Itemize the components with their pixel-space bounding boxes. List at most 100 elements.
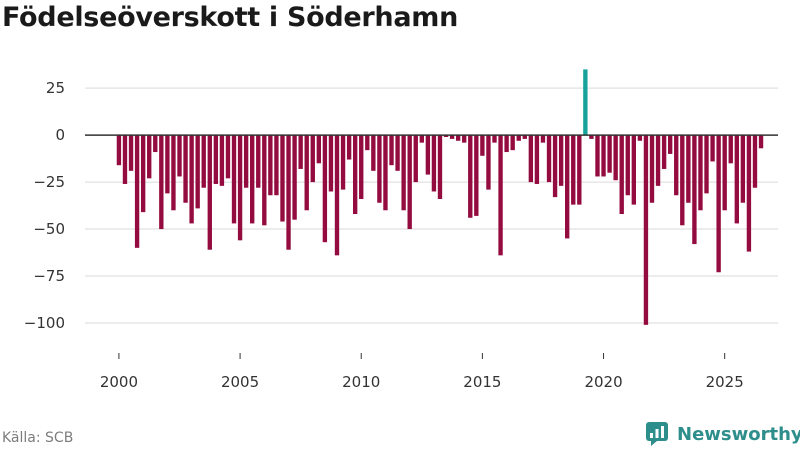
- bar: [661, 135, 667, 169]
- bar: [540, 135, 546, 143]
- bar: [437, 135, 443, 199]
- bar: [304, 135, 309, 211]
- bar: [589, 135, 594, 139]
- bar: [655, 135, 661, 186]
- y-tick-label: −100: [24, 314, 65, 332]
- bar: [395, 135, 400, 171]
- bar: [359, 135, 364, 199]
- bar: [128, 135, 134, 171]
- x-tick-label: 2025: [706, 373, 744, 391]
- bar: [455, 135, 461, 141]
- bar: [431, 135, 437, 192]
- y-tick-label: 0: [55, 126, 65, 144]
- bar: [546, 135, 552, 183]
- bar: [292, 135, 297, 220]
- bar: [752, 135, 758, 188]
- bar: [389, 135, 394, 166]
- bar: [365, 135, 370, 151]
- bar: [153, 135, 158, 153]
- bar: [328, 135, 334, 192]
- x-tick-label: 2020: [584, 373, 622, 391]
- bar: [371, 135, 376, 171]
- bar: [334, 135, 340, 256]
- bar: [316, 135, 322, 164]
- bar: [583, 69, 588, 136]
- bar: [625, 135, 630, 196]
- bar: [504, 135, 509, 153]
- y-tick-label: 25: [46, 79, 65, 97]
- x-tick-label: 2000: [100, 373, 138, 391]
- bar: [667, 135, 673, 154]
- bar: [207, 135, 212, 250]
- bar: [425, 135, 431, 175]
- bar: [674, 135, 679, 196]
- bar: [486, 135, 491, 190]
- bar: [237, 135, 243, 241]
- bar: [352, 135, 358, 215]
- x-tick-label: 2015: [463, 373, 501, 391]
- bar: [243, 135, 249, 188]
- bar: [613, 135, 618, 181]
- bar: [680, 135, 685, 226]
- x-tick-label: 2005: [221, 373, 259, 391]
- bar: [728, 135, 733, 164]
- bar: [698, 135, 703, 211]
- bar: [565, 135, 570, 239]
- bar: [607, 135, 612, 173]
- bar: [522, 135, 527, 139]
- bar: [528, 135, 534, 183]
- bars: [116, 69, 764, 325]
- bar: [322, 135, 328, 243]
- bar: [516, 135, 521, 141]
- bar: [159, 135, 164, 230]
- bar: [340, 135, 346, 190]
- bar: [177, 135, 182, 177]
- bar: [631, 135, 637, 205]
- y-axis-ticks: 25 0 −25 −50 −75 −100: [24, 79, 65, 332]
- bar: [310, 135, 315, 183]
- bar: [637, 135, 643, 141]
- bar: [256, 135, 261, 188]
- bar: [498, 135, 503, 256]
- bar: [716, 135, 721, 273]
- bar: [758, 135, 764, 149]
- bar: [419, 135, 424, 143]
- bar: [734, 135, 739, 224]
- y-tick-label: −50: [33, 220, 65, 238]
- bar: [704, 135, 709, 194]
- bar: [449, 135, 455, 139]
- bar: [692, 135, 697, 245]
- bar: [383, 135, 388, 211]
- bar: [280, 135, 285, 222]
- bar: [262, 135, 267, 226]
- bar: [298, 135, 303, 169]
- bar: [346, 135, 352, 160]
- newsworthy-logo-icon: [646, 422, 668, 446]
- bar: [746, 135, 752, 252]
- bar: [480, 135, 485, 156]
- bar: [552, 135, 558, 198]
- bar: [225, 135, 231, 179]
- bar: [462, 135, 467, 143]
- bar: [286, 135, 291, 250]
- bar: [171, 135, 176, 211]
- bar: [407, 135, 412, 230]
- bar: [147, 135, 152, 179]
- bar: [219, 135, 225, 186]
- bar: [595, 135, 600, 177]
- bar: [274, 135, 279, 196]
- bar: [443, 135, 449, 138]
- x-axis-ticks: 2000 2005 2010 2015 2020 2025: [100, 353, 744, 391]
- bar: [577, 135, 582, 205]
- y-tick-label: −25: [33, 173, 65, 191]
- bar: [250, 135, 255, 224]
- bar: [140, 135, 146, 213]
- bar: [510, 135, 515, 151]
- newsworthy-logo[interactable]: Newsworthy: [645, 421, 800, 447]
- bar: [413, 135, 418, 183]
- bar: [183, 135, 188, 203]
- bar: [474, 135, 479, 216]
- bar: [231, 135, 237, 224]
- bar: [122, 135, 128, 184]
